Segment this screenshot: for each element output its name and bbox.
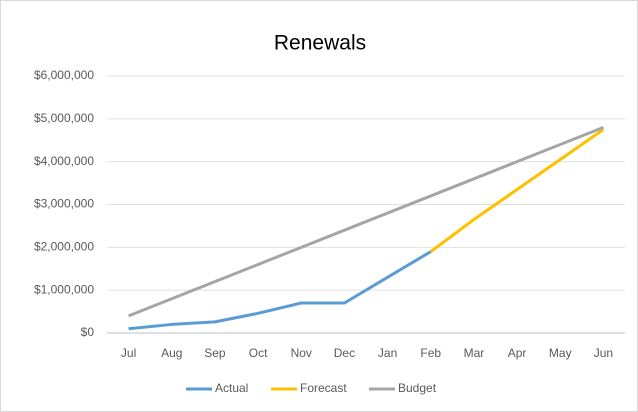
x-tick-label: Jan	[378, 346, 397, 360]
y-tick-label: $4,000,000	[34, 154, 94, 168]
legend-label: Budget	[398, 381, 437, 395]
y-tick-label: $1,000,000	[34, 282, 94, 296]
x-tick-label: Sep	[204, 346, 226, 360]
y-tick-label: $0	[81, 325, 95, 339]
legend-label: Actual	[215, 381, 248, 395]
y-tick-label: $3,000,000	[34, 197, 94, 211]
x-tick-label: May	[549, 346, 572, 360]
series-line	[128, 250, 432, 331]
x-tick-label: Oct	[249, 346, 268, 360]
x-tick-label: Feb	[420, 346, 441, 360]
x-tick-label: Mar	[464, 346, 485, 360]
legend-label: Forecast	[300, 381, 347, 395]
y-tick-label: $6,000,000	[34, 68, 94, 82]
series-line	[128, 126, 604, 318]
x-tick-label: Jul	[121, 346, 136, 360]
x-tick-label: Jun	[594, 346, 613, 360]
y-tick-label: $5,000,000	[34, 111, 94, 125]
x-tick-label: Aug	[161, 346, 182, 360]
chart-title: Renewals	[274, 32, 366, 55]
x-tick-label: Nov	[291, 346, 312, 360]
series-line	[429, 128, 605, 253]
x-tick-label: Dec	[334, 346, 355, 360]
x-tick-label: Apr	[508, 346, 527, 360]
y-tick-label: $2,000,000	[34, 240, 94, 254]
